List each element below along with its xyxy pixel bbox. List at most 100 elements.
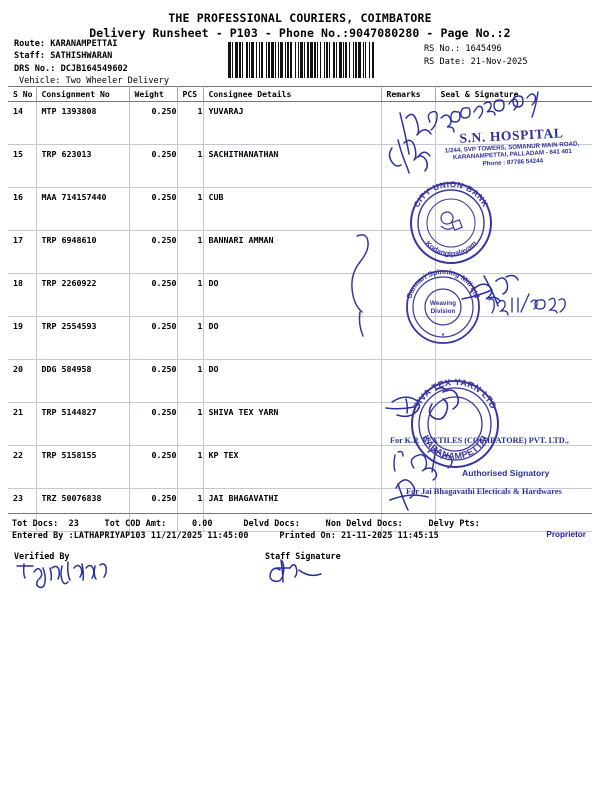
vehicle-value: Two Wheeler Delivery (65, 76, 170, 87)
cell-consignee-details: KP TEX (203, 445, 382, 489)
column-header-sno: S No (8, 86, 37, 102)
cell-pcs: 1 (177, 359, 204, 403)
cell-consignment-no: MTP 1393808 (36, 101, 130, 145)
runsheet-table-container: S No Consignment No Weight PCS Consignee… (8, 86, 592, 532)
cell-weight: 0.250 (129, 144, 178, 188)
authorised-signatory-label: Authorised Signatory (462, 468, 550, 478)
cell-pcs: 1 (177, 316, 204, 360)
cell-sno: 14 (8, 101, 37, 145)
footer-divider (8, 513, 592, 514)
cell-consignee-details: DO (203, 316, 382, 360)
cell-pcs: 1 (177, 273, 204, 317)
table-row: 20 DDG 584958 0.250 1 DO (8, 359, 592, 403)
cell-sno: 16 (8, 187, 37, 231)
rs-no-label: RS No.: (424, 44, 466, 54)
cell-weight: 0.250 (129, 101, 178, 145)
cell-sno: 18 (8, 273, 37, 317)
cell-consignment-no: TRP 6948610 (36, 230, 130, 274)
page-subtitle: Delivery Runsheet - P103 - Phone No.:904… (89, 26, 511, 40)
cell-weight: 0.250 (129, 488, 178, 532)
rs-no-value: 1645496 (465, 44, 502, 54)
svg-text:Kodangipalayam: Kodangipalayam (424, 238, 479, 258)
verified-by-label: Verified By (14, 551, 70, 561)
bank-emblem-icon (440, 211, 463, 231)
cell-consignment-no: TRP 2554593 (36, 316, 130, 360)
cell-consignee-details: JAI BHAGAVATHI (203, 488, 382, 532)
cell-weight: 0.250 (129, 273, 178, 317)
cell-seal-signature (435, 402, 592, 446)
column-header-remarks: Remarks (381, 86, 436, 102)
cell-weight: 0.250 (129, 187, 178, 231)
drs-value: DCJB164549602 (60, 63, 128, 74)
cell-seal-signature (435, 230, 592, 274)
totals-line: Tot Docs: 23 Tot COD Amt: 0.00 Delvd Doc… (12, 518, 480, 528)
cell-consignment-no: DDG 584958 (36, 359, 130, 403)
page-title: THE PROFESSIONAL COURIERS, COIMBATORE (168, 11, 432, 25)
column-header-pcs: PCS (177, 86, 204, 102)
cell-consignee-details: DO (203, 359, 382, 403)
table-row: 16 MAA 714157440 0.250 1 CUB (8, 187, 592, 231)
cell-consignment-no: TRP 623013 (36, 144, 130, 188)
cell-weight: 0.250 (129, 230, 178, 274)
cell-weight: 0.250 (129, 359, 178, 403)
column-header-seal: Seal & Signature (435, 86, 592, 102)
runsheet-meta-left: Route: KARANAMPETTAI Staff: SATHISHWARAN… (14, 38, 169, 88)
table-row: 22 TRP 5158155 0.250 1 KP TEX (8, 445, 592, 489)
cell-seal-signature (435, 488, 592, 532)
cell-sno: 21 (8, 402, 37, 446)
cell-consignee-details: SHIVA TEX YARN (203, 402, 382, 446)
cell-sno: 20 (8, 359, 37, 403)
cell-consignee-details: SACHITHANATHAN (203, 144, 382, 188)
column-header-consignee: Consignee Details (203, 86, 382, 102)
cell-sno: 23 (8, 488, 37, 532)
staff-signature-ink (269, 559, 322, 583)
cell-consignment-no: MAA 714157440 (36, 187, 130, 231)
runsheet-table: S No Consignment No Weight PCS Consignee… (8, 86, 592, 532)
entered-printed-line: Entered By :LATHAPRIYAP103 11/21/2025 11… (12, 530, 439, 540)
stamp-siva-tex-yarn: SIVA TEX YARN LTD KARANAMPETTAI (411, 378, 499, 468)
column-header-consignment: Consignment No (36, 86, 130, 102)
cell-consignee-details: CUB (203, 187, 382, 231)
rs-date-value: 21-Nov-2025 (470, 57, 528, 67)
table-row: 21 TRP 5144827 0.250 1 SHIVA TEX YARN (8, 402, 592, 446)
stamp-bank-bottom-text: Kodangipalayam (424, 238, 479, 258)
cell-consignment-no: TRP 2260922 (36, 273, 130, 317)
cell-pcs: 1 (177, 230, 204, 274)
cell-sno: 22 (8, 445, 37, 489)
route-label: Route: (14, 39, 51, 49)
cell-pcs: 1 (177, 187, 204, 231)
cell-consignment-no: TRP 5144827 (36, 402, 130, 446)
stamp-city-union-bank: CITY UNION BANK Kodangipalayam (410, 180, 492, 264)
route-value: KARANAMPETTAI (50, 39, 118, 49)
cell-pcs: 1 (177, 402, 204, 446)
table-row: 17 TRP 6948610 0.250 1 BANNARI AMMAN (8, 230, 592, 274)
cell-pcs: 1 (177, 445, 204, 489)
cell-sno: 15 (8, 144, 37, 188)
stamp-kp-textiles-line: For K.P. TEXTILES (COIMBATORE) PVT. LTD.… (390, 436, 569, 445)
proprietor-label: Proprietor (546, 530, 586, 539)
cell-pcs: 1 (177, 488, 204, 532)
staff-value: SATHISHWARAN (50, 51, 113, 62)
runsheet-barcode (228, 42, 420, 78)
vehicle-label: Vehicle: (19, 76, 66, 87)
cell-consignee-details: BANNARI AMMAN (203, 230, 382, 274)
stamp-mill-inner-line2: Division (431, 308, 456, 315)
cell-weight: 0.250 (129, 402, 178, 446)
cell-sno: 19 (8, 316, 37, 360)
cell-pcs: 1 (177, 101, 204, 145)
staff-signature-label: Staff Signature (265, 551, 341, 561)
drs-label: DRS No.: (14, 63, 61, 74)
cell-weight: 0.250 (129, 445, 178, 489)
cell-remarks (381, 187, 436, 231)
verified-by-signature (16, 561, 107, 589)
stamp-jai-bhagavathi-line: For Jai Bhagavathi Electicals & Hardware… (406, 487, 562, 496)
column-header-weight: Weight (129, 86, 178, 102)
cell-weight: 0.250 (129, 316, 178, 360)
table-row: 19 TRP 2554593 0.250 1 DO (8, 316, 592, 360)
cell-consignee-details: YUVARAJ (203, 101, 382, 145)
cell-seal-signature (435, 144, 592, 188)
rs-date-label: RS Date: (424, 57, 471, 67)
cell-consignment-no: TRP 5158155 (36, 445, 130, 489)
staff-label: Staff: (14, 51, 51, 62)
table-row: 18 TRP 2260922 0.250 1 DO (8, 273, 592, 317)
